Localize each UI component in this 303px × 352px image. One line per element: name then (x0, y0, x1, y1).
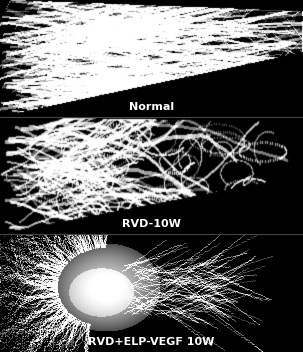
Text: RVD+ELP-VEGF 10W: RVD+ELP-VEGF 10W (88, 337, 215, 347)
Text: Normal: Normal (129, 102, 174, 112)
Text: RVD-10W: RVD-10W (122, 219, 181, 229)
